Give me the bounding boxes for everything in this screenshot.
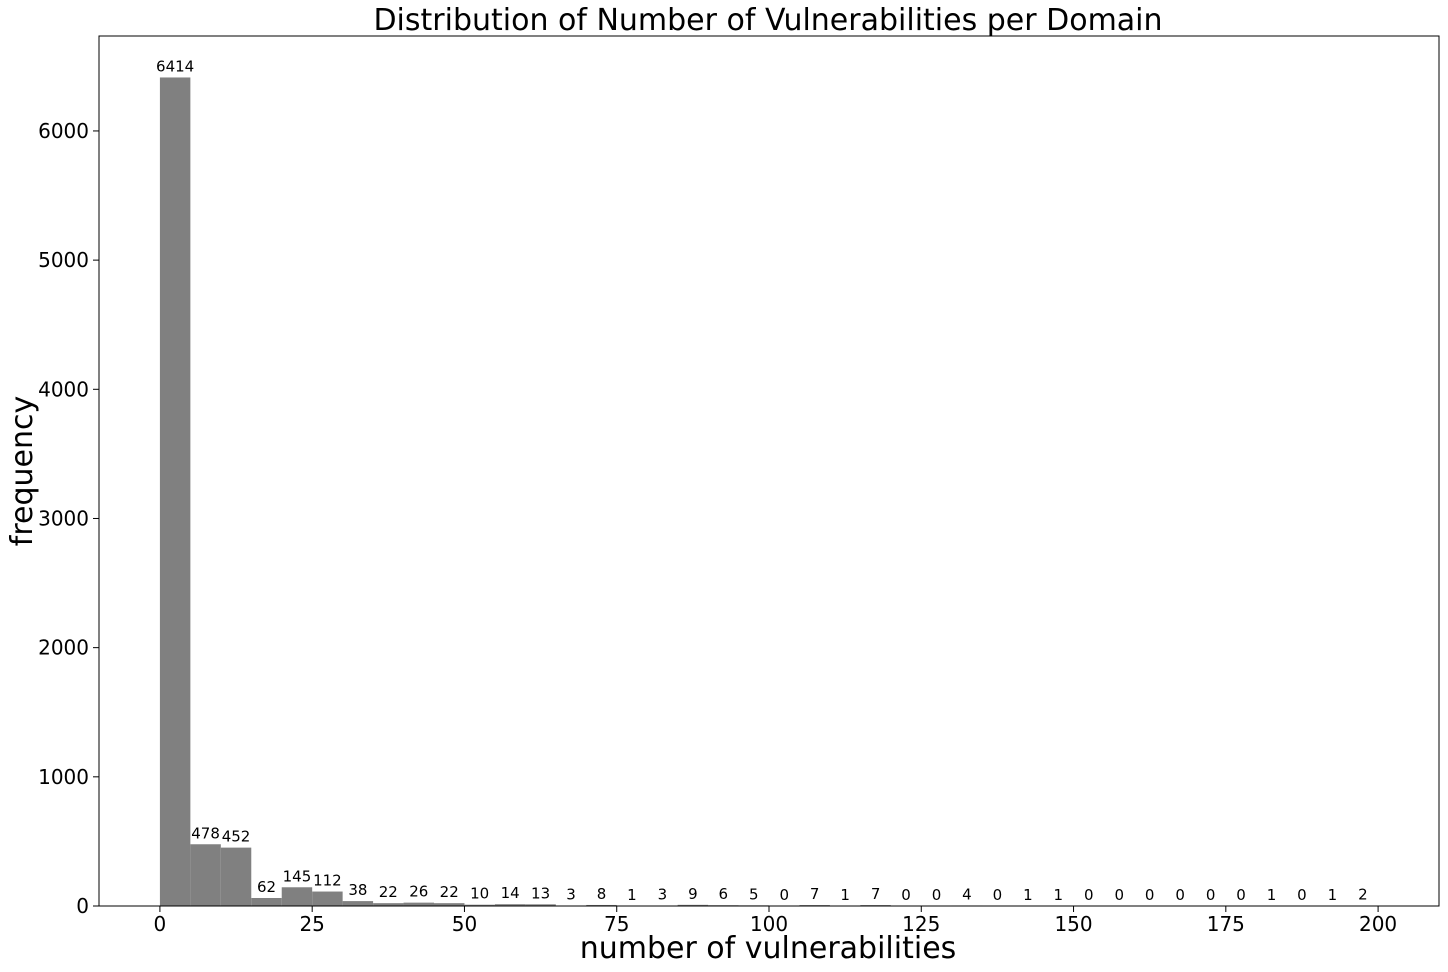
- histogram-bar: [403, 902, 434, 906]
- bars-group: [159, 77, 1379, 907]
- histogram-bar: [190, 844, 221, 906]
- x-tick-label: 25: [299, 912, 324, 936]
- x-axis-label: number of vulnerabilities: [580, 931, 957, 966]
- histogram-bar: [525, 904, 556, 906]
- bar-value-label: 1: [1023, 886, 1033, 904]
- bar-value-label: 62: [257, 878, 276, 896]
- y-tick-label: 1000: [38, 765, 89, 789]
- bar-value-label: 8: [597, 885, 607, 903]
- x-tick-label: 0: [154, 912, 167, 936]
- histogram-bar: [281, 887, 313, 906]
- bar-value-label: 38: [348, 881, 367, 899]
- y-tick-label: 0: [76, 894, 89, 918]
- histogram-bar: [464, 904, 495, 906]
- bar-value-label: 1: [1328, 886, 1338, 904]
- bar-value-label: 0: [1145, 886, 1155, 904]
- y-tick-label: 6000: [38, 119, 89, 143]
- histogram-bar: [494, 904, 526, 906]
- bar-value-label: 4: [962, 885, 972, 903]
- bar-value-label: 0: [1084, 886, 1094, 904]
- histogram-bar: [586, 904, 617, 906]
- bar-value-label: 0: [1206, 886, 1216, 904]
- histogram-bar: [342, 901, 374, 906]
- bar-value-label: 0: [1175, 886, 1185, 904]
- bar-value-label: 0: [901, 886, 911, 904]
- bar-value-label: 22: [379, 883, 398, 901]
- bar-value-label: 0: [779, 886, 789, 904]
- bar-value-label: 478: [191, 824, 220, 842]
- x-tick-label: 175: [1207, 912, 1245, 936]
- bar-value-label: 112: [313, 872, 342, 890]
- x-tick-label: 150: [1054, 912, 1092, 936]
- x-tick-label: 75: [604, 912, 629, 936]
- bar-value-label: 1: [1267, 886, 1277, 904]
- bar-value-label: 5: [749, 885, 759, 903]
- x-tick-label: 100: [750, 912, 788, 936]
- y-tick-label: 5000: [38, 248, 89, 272]
- chart-title: Distribution of Number of Vulnerabilitie…: [373, 3, 1162, 38]
- bar-value-label: 1: [1054, 886, 1064, 904]
- bar-value-label: 1: [840, 886, 850, 904]
- bar-value-label: 9: [688, 885, 698, 903]
- bar-value-label: 2: [1358, 886, 1368, 904]
- bar-value-label: 0: [1297, 886, 1307, 904]
- bar-value-label: 452: [222, 828, 251, 846]
- bar-value-label: 0: [932, 886, 942, 904]
- bar-value-label: 0: [1236, 886, 1246, 904]
- histogram-bar: [159, 77, 191, 907]
- x-tick-label: 125: [902, 912, 940, 936]
- y-tick-label: 4000: [38, 377, 89, 401]
- plot-frame: [98, 35, 1440, 907]
- histogram-bar: [312, 891, 343, 906]
- x-tick-label: 50: [452, 912, 477, 936]
- y-axis-ticks: 0 1000 2000 3000 4000 5000 6000: [38, 119, 99, 918]
- bar-value-label: 14: [501, 884, 520, 902]
- bar-value-label: 7: [871, 885, 881, 903]
- bar-value-label: 3: [566, 886, 576, 904]
- x-tick-label: 200: [1359, 912, 1397, 936]
- bar-value-label: 22: [440, 883, 459, 901]
- histogram-bar: [373, 903, 404, 906]
- histogram-bar: [677, 904, 709, 906]
- y-axis-label: frequency: [5, 396, 40, 546]
- histogram-bar: [251, 897, 282, 906]
- histogram-bar: [220, 847, 252, 906]
- bar-value-label: 0: [1114, 886, 1124, 904]
- bar-value-label: 3: [658, 886, 668, 904]
- histogram-bar: [434, 903, 465, 906]
- bar-value-label: 0: [993, 886, 1003, 904]
- bar-value-label: 1: [627, 886, 637, 904]
- bar-value-label: 10: [470, 885, 489, 903]
- y-tick-label: 3000: [38, 506, 89, 530]
- bar-value-label: 26: [409, 883, 428, 901]
- y-tick-label: 2000: [38, 636, 89, 660]
- bar-value-label: 145: [283, 867, 312, 885]
- bar-value-label: 13: [531, 884, 550, 902]
- bar-value-label: 7: [810, 885, 820, 903]
- x-axis-ticks: 0 25 50 75 100 125 150 175 200: [154, 906, 1397, 936]
- bar-value-label: 6: [719, 885, 729, 903]
- bar-value-label: 6414: [156, 57, 194, 75]
